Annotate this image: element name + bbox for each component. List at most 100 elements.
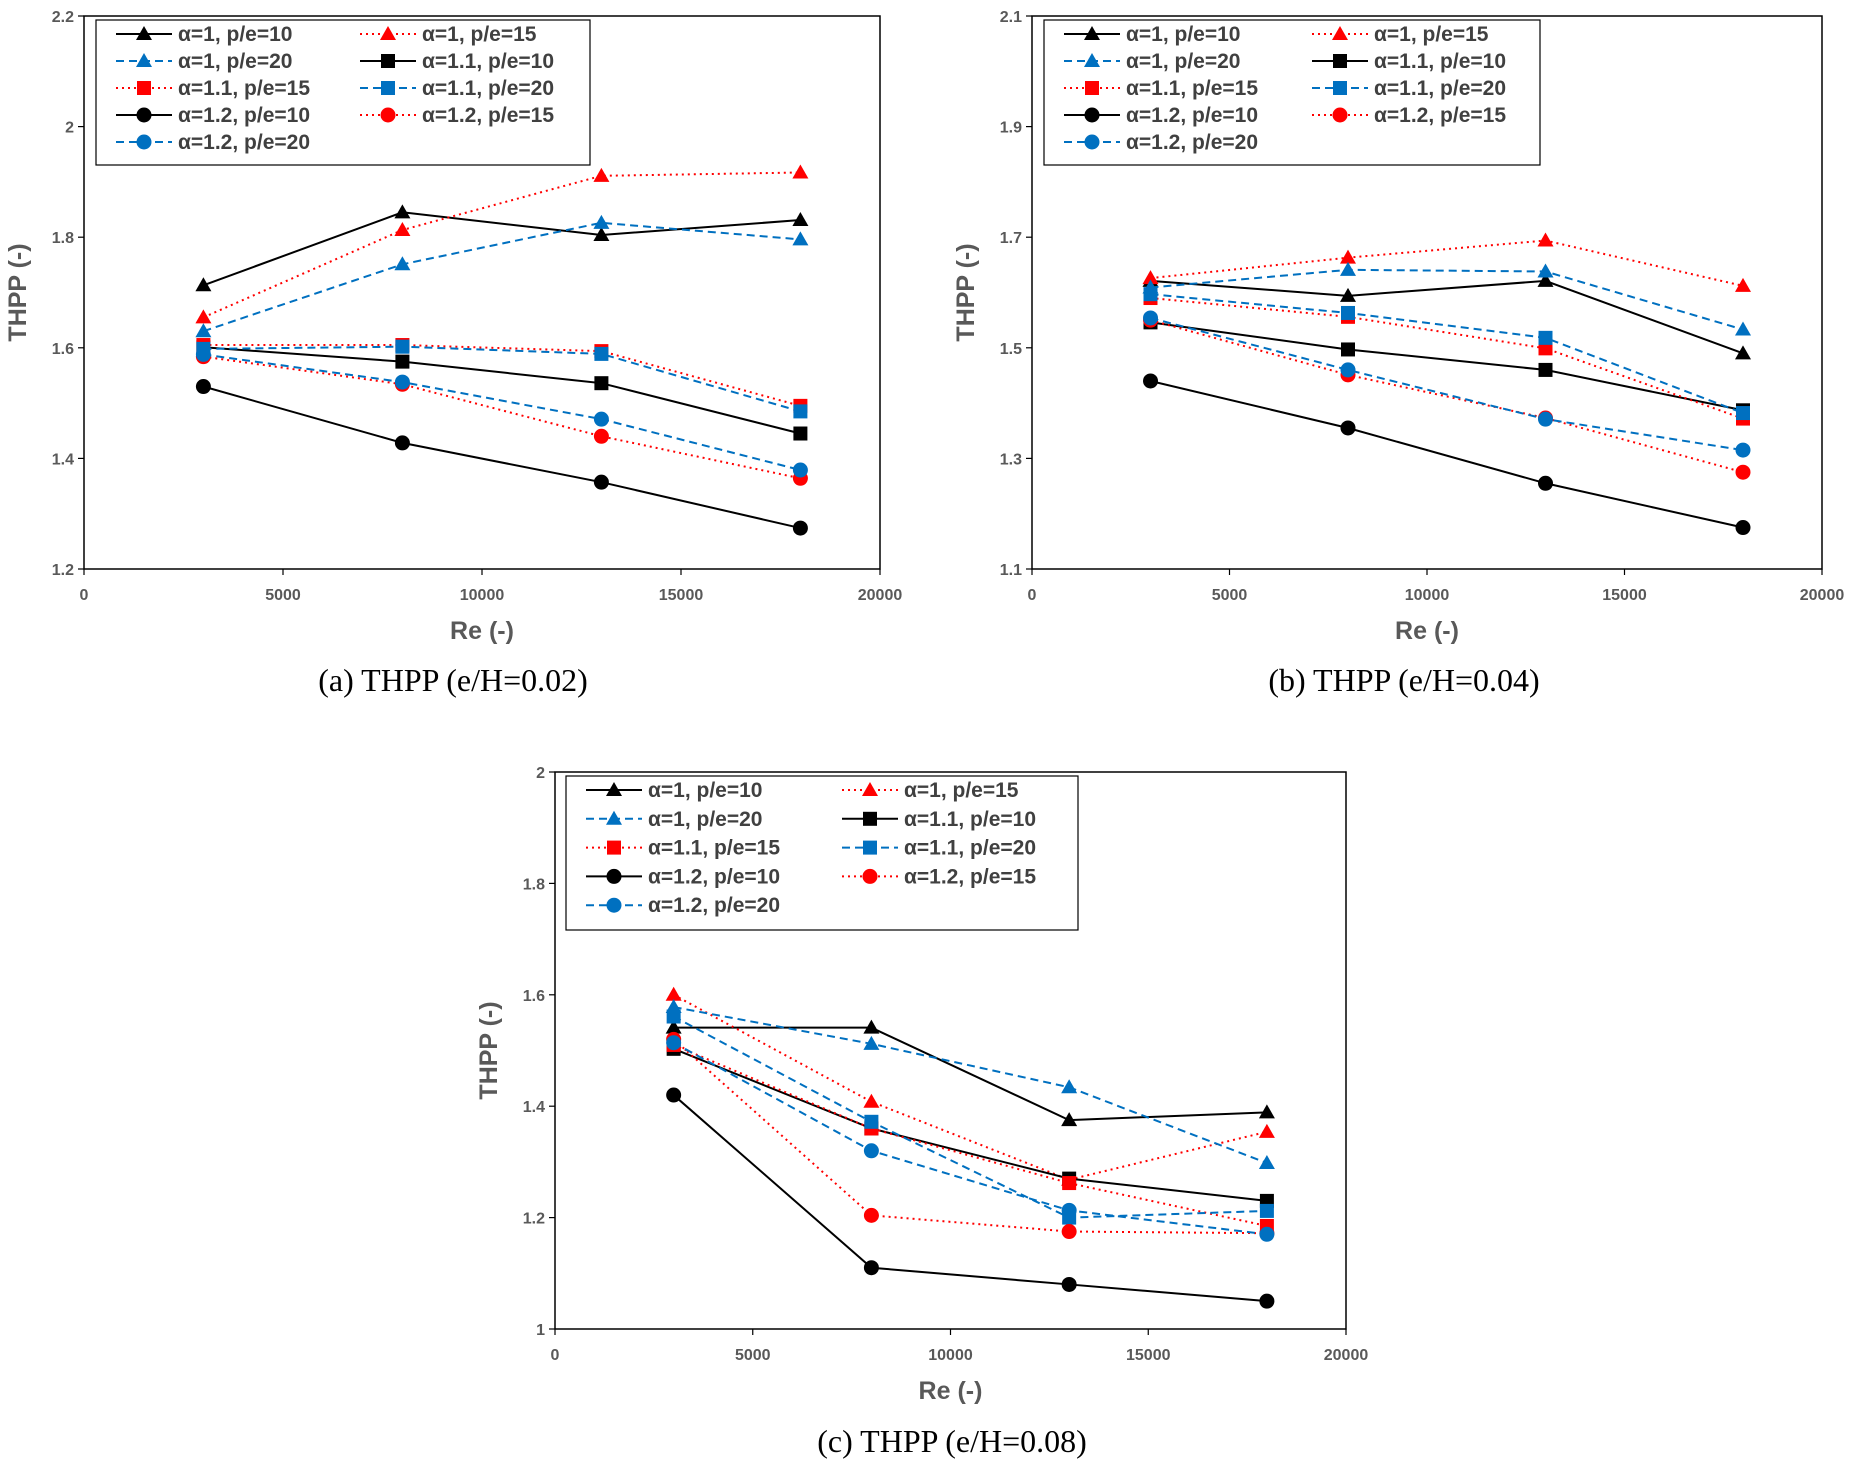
data-point: [394, 256, 411, 271]
legend-box: [1043, 19, 1541, 166]
series-a12-p20: [666, 1035, 1275, 1242]
y-axis-label: THPP (-): [475, 1001, 503, 1099]
legend-entry: α=1, p/e=10: [1064, 23, 1241, 46]
legend-entry: α=1, p/e=10: [586, 779, 763, 802]
legend-label: α=1.1, p/e=10: [904, 808, 1036, 831]
y-tick-label: 1.9: [1000, 120, 1022, 137]
data-point: [1259, 1226, 1275, 1242]
data-point: [1340, 362, 1356, 378]
legend-marker: [606, 897, 622, 913]
y-tick-label: 1.8: [523, 876, 545, 893]
legend-marker: [136, 26, 152, 40]
legend-entry: α=1, p/e=15: [1312, 23, 1489, 46]
data-point: [863, 1143, 879, 1159]
series-line: [673, 1041, 1268, 1236]
legend-marker: [380, 26, 396, 40]
legend-entry: α=1.1, p/e=15: [1064, 77, 1258, 100]
legend-label: α=1, p/e=10: [1126, 23, 1241, 46]
series-line: [673, 1047, 1268, 1202]
legend: α=1, p/e=10 α=1, p/e=15 α=1, p/e=20 α=1.1, …: [1043, 19, 1541, 166]
legend-entry: α=1, p/e=20: [116, 50, 293, 73]
y-tick-label: 2: [65, 120, 74, 137]
legend-marker: [1084, 107, 1100, 123]
chart-b: 0 5000 10000 15000 20000 1.1 1.3 1.5 1.7 1.9 2.1 Re…: [952, 9, 1844, 698]
series-a1-p20: [1142, 261, 1751, 336]
series-line: [673, 1006, 1268, 1164]
data-point: [863, 1035, 880, 1050]
series-line: [202, 171, 801, 319]
data-point: [666, 1087, 682, 1103]
legend-entry: α=1.2, p/e=10: [116, 104, 310, 127]
legend-label: α=1.2, p/e=20: [1126, 131, 1258, 154]
legend-marker: [863, 840, 877, 855]
legend-marker: [381, 54, 395, 68]
legend-marker: [136, 107, 152, 123]
data-point: [1341, 342, 1355, 357]
legend-label: α=1, p/e=20: [1126, 50, 1241, 73]
data-point: [1537, 263, 1554, 278]
data-point: [395, 354, 410, 369]
y-tick-label: 2.1: [1000, 9, 1022, 26]
y-tick-label: 1.1: [1000, 562, 1022, 579]
legend-marker: [1084, 53, 1100, 67]
legend-entry: α=1.1, p/e=20: [1312, 77, 1506, 100]
x-tick-label: 0: [1028, 587, 1037, 604]
data-point: [1735, 321, 1751, 336]
legend-marker: [136, 53, 152, 67]
series-line: [1150, 279, 1744, 355]
legend-label: α=1.1, p/e=15: [178, 77, 310, 100]
data-point: [1538, 341, 1553, 356]
data-point: [666, 1009, 681, 1024]
legend-marker: [380, 107, 396, 123]
legend-label: α=1, p/e=15: [904, 779, 1019, 802]
x-tick-label: 0: [551, 1347, 560, 1364]
legend-marker: [1084, 134, 1100, 150]
data-point: [1061, 1202, 1077, 1218]
data-point: [1538, 475, 1553, 491]
series-a12-p20: [1143, 310, 1751, 458]
data-point: [665, 986, 682, 1001]
data-point: [1258, 1123, 1275, 1138]
series-line: [672, 1038, 1267, 1235]
data-point: [792, 231, 809, 246]
data-point: [394, 374, 410, 390]
chart-a: 0 5000 10000 15000 20000 1.2 1.4 1.6 1.8 2 2.2 Re (…: [4, 9, 902, 698]
y-tick-label: 1.5: [1000, 341, 1022, 358]
data-point: [195, 323, 212, 338]
legend-entry: α=1.2, p/e=10: [586, 865, 780, 888]
x-tick-label: 10000: [928, 1347, 973, 1364]
legend-label: α=1.1, p/e=20: [1374, 77, 1506, 100]
legend-marker: [606, 782, 622, 796]
series-a1-p20: [195, 214, 809, 338]
legend-marker: [1332, 107, 1348, 123]
y-tick-label: 1.4: [52, 451, 74, 468]
data-point: [593, 428, 609, 444]
data-point: [593, 474, 609, 490]
legend-label: α=1, p/e=20: [178, 50, 293, 73]
y-tick-label: 1.3: [1000, 451, 1022, 468]
series-line: [673, 993, 1268, 1181]
legend-entry: α=1, p/e=15: [842, 779, 1019, 802]
data-point: [863, 1019, 880, 1034]
y-tick-label: 2.2: [52, 9, 74, 26]
legend-label: α=1, p/e=10: [178, 23, 293, 46]
legend-marker: [862, 782, 878, 796]
legend-box: [95, 19, 591, 166]
legend-entry: α=1.1, p/e=15: [116, 77, 310, 100]
legend-marker: [606, 868, 622, 884]
series-a12-p10: [666, 1087, 1275, 1309]
data-point: [1735, 345, 1751, 360]
data-point: [863, 1260, 879, 1276]
data-point: [1538, 330, 1553, 345]
data-point: [1258, 1104, 1275, 1119]
data-point: [195, 277, 212, 292]
data-point: [195, 346, 211, 362]
data-point: [394, 222, 411, 237]
data-point: [1537, 272, 1554, 287]
legend-label: α=1.2, p/e=10: [648, 865, 780, 888]
x-tick-label: 10000: [460, 587, 505, 604]
data-point: [792, 462, 808, 478]
legend-label: α=1.2, p/e=15: [904, 865, 1036, 888]
data-point: [1735, 277, 1751, 292]
series-a1-p15: [1142, 232, 1751, 292]
